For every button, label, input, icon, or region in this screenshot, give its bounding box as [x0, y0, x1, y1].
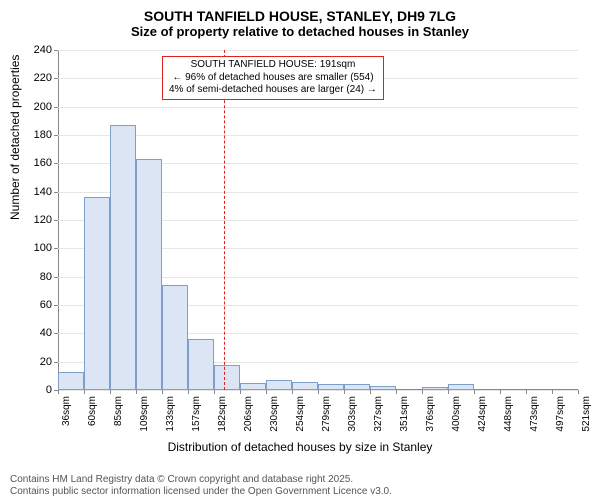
- ytick-mark: [54, 220, 58, 221]
- xtick-label: 327sqm: [373, 396, 384, 432]
- annotation-line: ← 96% of detached houses are smaller (55…: [169, 72, 377, 85]
- xtick-mark: [552, 390, 553, 394]
- histogram-bar: [84, 197, 110, 390]
- xtick-mark: [526, 390, 527, 394]
- xtick-label: 351sqm: [399, 396, 410, 432]
- xtick-label: 206sqm: [243, 396, 254, 432]
- ytick-mark: [54, 135, 58, 136]
- xtick-label: 448sqm: [503, 396, 514, 432]
- histogram-bar: [344, 384, 370, 390]
- xtick-mark: [214, 390, 215, 394]
- xtick-label: 400sqm: [451, 396, 462, 432]
- ytick-label: 20: [40, 356, 52, 368]
- xtick-label: 279sqm: [321, 396, 332, 432]
- xtick-mark: [292, 390, 293, 394]
- xtick-label: 473sqm: [529, 396, 540, 432]
- ytick-label: 80: [40, 271, 52, 283]
- xtick-mark: [240, 390, 241, 394]
- histogram-bar: [448, 384, 474, 390]
- histogram-bar: [58, 372, 84, 390]
- xtick-mark: [110, 390, 111, 394]
- histogram-bar: [422, 387, 448, 390]
- ytick-label: 220: [34, 72, 52, 84]
- xtick-mark: [500, 390, 501, 394]
- histogram-bar: [370, 386, 396, 390]
- gridline: [58, 107, 578, 108]
- xtick-mark: [370, 390, 371, 394]
- ytick-label: 0: [46, 384, 52, 396]
- ytick-label: 200: [34, 101, 52, 113]
- ytick-mark: [54, 362, 58, 363]
- xtick-label: 254sqm: [295, 396, 306, 432]
- chart-title-main: SOUTH TANFIELD HOUSE, STANLEY, DH9 7LG: [0, 0, 600, 24]
- ytick-label: 100: [34, 242, 52, 254]
- ytick-label: 160: [34, 157, 52, 169]
- plot-area: 02040608010012014016018020022024036sqm60…: [58, 50, 578, 390]
- ytick-label: 180: [34, 129, 52, 141]
- xtick-label: 157sqm: [191, 396, 202, 432]
- xtick-mark: [136, 390, 137, 394]
- xtick-label: 36sqm: [61, 396, 72, 426]
- xtick-mark: [578, 390, 579, 394]
- xtick-mark: [448, 390, 449, 394]
- chart-title-sub: Size of property relative to detached ho…: [0, 24, 600, 43]
- histogram-bar: [318, 384, 344, 390]
- xtick-label: 85sqm: [113, 396, 124, 426]
- x-axis-label: Distribution of detached houses by size …: [0, 440, 600, 454]
- footer-line-1: Contains HM Land Registry data © Crown c…: [10, 474, 590, 486]
- xtick-label: 521sqm: [581, 396, 592, 432]
- histogram-bar: [110, 125, 136, 390]
- ytick-mark: [54, 163, 58, 164]
- ytick-mark: [54, 78, 58, 79]
- xtick-mark: [422, 390, 423, 394]
- gridline: [58, 50, 578, 51]
- xtick-label: 133sqm: [165, 396, 176, 432]
- histogram-bar: [188, 339, 214, 390]
- xtick-mark: [318, 390, 319, 394]
- xtick-label: 230sqm: [269, 396, 280, 432]
- ytick-label: 120: [34, 214, 52, 226]
- ytick-label: 60: [40, 299, 52, 311]
- ytick-mark: [54, 107, 58, 108]
- annotation-line: 4% of semi-detached houses are larger (2…: [169, 84, 377, 97]
- xtick-mark: [474, 390, 475, 394]
- xtick-mark: [84, 390, 85, 394]
- ytick-mark: [54, 277, 58, 278]
- ytick-label: 40: [40, 327, 52, 339]
- gridline: [58, 135, 578, 136]
- ytick-mark: [54, 305, 58, 306]
- histogram-bar: [162, 285, 188, 390]
- histogram-bar: [240, 383, 266, 390]
- histogram-bar: [136, 159, 162, 390]
- xtick-label: 497sqm: [555, 396, 566, 432]
- xtick-label: 60sqm: [87, 396, 98, 426]
- xtick-label: 109sqm: [139, 396, 150, 432]
- ytick-label: 240: [34, 44, 52, 56]
- xtick-label: 303sqm: [347, 396, 358, 432]
- ytick-mark: [54, 192, 58, 193]
- footer-line-2: Contains public sector information licen…: [10, 486, 590, 498]
- annotation-box: SOUTH TANFIELD HOUSE: 191sqm← 96% of det…: [162, 56, 384, 100]
- xtick-label: 182sqm: [217, 396, 228, 432]
- histogram-bar: [292, 382, 318, 391]
- reference-line: [224, 50, 225, 390]
- ytick-mark: [54, 333, 58, 334]
- ytick-mark: [54, 248, 58, 249]
- xtick-mark: [396, 390, 397, 394]
- xtick-mark: [266, 390, 267, 394]
- y-axis-label: Number of detached properties: [8, 55, 22, 220]
- ytick-label: 140: [34, 186, 52, 198]
- xtick-label: 376sqm: [425, 396, 436, 432]
- xtick-mark: [162, 390, 163, 394]
- histogram-bar: [266, 380, 292, 390]
- ytick-mark: [54, 50, 58, 51]
- xtick-mark: [58, 390, 59, 394]
- xtick-mark: [188, 390, 189, 394]
- xtick-label: 424sqm: [477, 396, 488, 432]
- xtick-mark: [344, 390, 345, 394]
- footer-attribution: Contains HM Land Registry data © Crown c…: [10, 474, 590, 498]
- histogram-bar: [214, 365, 240, 391]
- annotation-line: SOUTH TANFIELD HOUSE: 191sqm: [169, 59, 377, 72]
